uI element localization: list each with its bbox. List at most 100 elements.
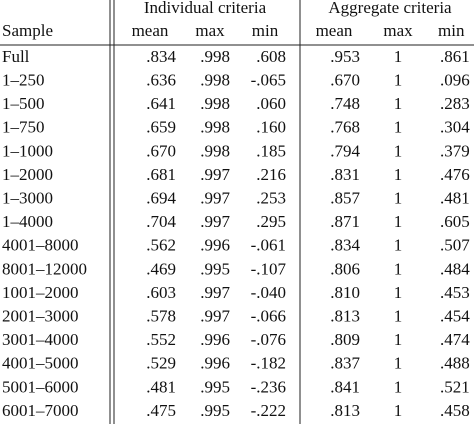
cell: .474 — [440, 330, 470, 349]
column-header: max — [195, 21, 225, 40]
cell: .997 — [200, 283, 230, 302]
cell: 1 — [394, 283, 403, 302]
cell: 1 — [394, 94, 403, 113]
cell: .160 — [256, 118, 286, 137]
cell: -.040 — [251, 283, 286, 302]
cell: 1 — [394, 307, 403, 326]
cell: 1 — [394, 401, 403, 420]
column-header: max — [383, 21, 413, 40]
cell: .670 — [330, 71, 360, 90]
cell: .603 — [146, 283, 176, 302]
cell: .507 — [440, 236, 470, 255]
cell: 1 — [394, 47, 403, 66]
cell: .253 — [256, 189, 286, 208]
cell: .953 — [330, 47, 360, 66]
cell: .996 — [200, 354, 230, 373]
cell: .997 — [200, 165, 230, 184]
cell: .476 — [440, 165, 470, 184]
cell: -.222 — [251, 401, 286, 420]
row-label: 6001–7000 — [2, 401, 79, 420]
row-label: 1–1000 — [2, 141, 53, 160]
cell: .096 — [440, 71, 470, 90]
row-label: 1–4000 — [2, 212, 53, 231]
group-header: Aggregate criteria — [328, 0, 452, 17]
cell: .995 — [200, 401, 230, 420]
cell: .521 — [440, 377, 470, 396]
cell: -.182 — [251, 354, 286, 373]
cell: .636 — [146, 71, 176, 90]
cell: .810 — [330, 283, 360, 302]
cell: .995 — [200, 377, 230, 396]
cell: .216 — [256, 165, 286, 184]
cell: .996 — [200, 236, 230, 255]
cell: .998 — [200, 47, 230, 66]
group-header: Individual criteria — [144, 0, 267, 17]
row-label: 4001–8000 — [2, 236, 79, 255]
row-label: 1–750 — [2, 118, 45, 137]
row-label: Full — [2, 47, 30, 66]
cell: -.076 — [251, 330, 286, 349]
row-label: 1–250 — [2, 71, 45, 90]
cell: .562 — [146, 236, 176, 255]
cell: .841 — [330, 377, 360, 396]
cell: 1 — [394, 377, 403, 396]
row-label: 8001–12000 — [2, 259, 87, 278]
column-header: mean — [132, 21, 169, 40]
cell: .794 — [330, 141, 360, 160]
cell: .996 — [200, 330, 230, 349]
cell: .834 — [146, 47, 176, 66]
cell: 1 — [394, 212, 403, 231]
cell: .484 — [440, 259, 470, 278]
cell: .997 — [200, 189, 230, 208]
row-label: 2001–3000 — [2, 307, 79, 326]
cell: -.107 — [251, 259, 287, 278]
column-header: Sample — [2, 21, 53, 40]
cell: 1 — [394, 354, 403, 373]
cell: .641 — [146, 94, 176, 113]
cell: .806 — [330, 259, 360, 278]
cell: .998 — [200, 118, 230, 137]
cell: .831 — [330, 165, 360, 184]
row-label: 1–2000 — [2, 165, 53, 184]
cell: .475 — [146, 401, 176, 420]
cell: .578 — [146, 307, 176, 326]
cell: .998 — [200, 71, 230, 90]
cell: .659 — [146, 118, 176, 137]
cell: 1 — [394, 71, 403, 90]
cell: .998 — [200, 94, 230, 113]
cell: 1 — [394, 259, 403, 278]
cell: .304 — [440, 118, 470, 137]
cell: .837 — [330, 354, 360, 373]
cell: 1 — [394, 165, 403, 184]
cell: .998 — [200, 141, 230, 160]
column-header: min — [438, 21, 465, 40]
cell: .060 — [256, 94, 286, 113]
cell: .997 — [200, 212, 230, 231]
cell: .813 — [330, 307, 360, 326]
cell: 1 — [394, 236, 403, 255]
cell: .481 — [146, 377, 176, 396]
cell: 1 — [394, 141, 403, 160]
cell: .488 — [440, 354, 470, 373]
cell: .834 — [330, 236, 360, 255]
cell: .458 — [440, 401, 470, 420]
cell: -.066 — [251, 307, 286, 326]
cell: .813 — [330, 401, 360, 420]
cell: .454 — [440, 307, 470, 326]
cell: .748 — [330, 94, 360, 113]
row-label: 4001–5000 — [2, 354, 79, 373]
cell: .608 — [256, 47, 286, 66]
cell: 1 — [394, 189, 403, 208]
cell: 1 — [394, 330, 403, 349]
cell: .469 — [146, 259, 176, 278]
cell: .283 — [440, 94, 470, 113]
column-header: min — [252, 21, 279, 40]
cell: -.236 — [251, 377, 286, 396]
cell: .481 — [440, 189, 470, 208]
row-label: 1–500 — [2, 94, 45, 113]
cell: .681 — [146, 165, 176, 184]
cell: .552 — [146, 330, 176, 349]
column-header: mean — [316, 21, 353, 40]
cell: .995 — [200, 259, 230, 278]
